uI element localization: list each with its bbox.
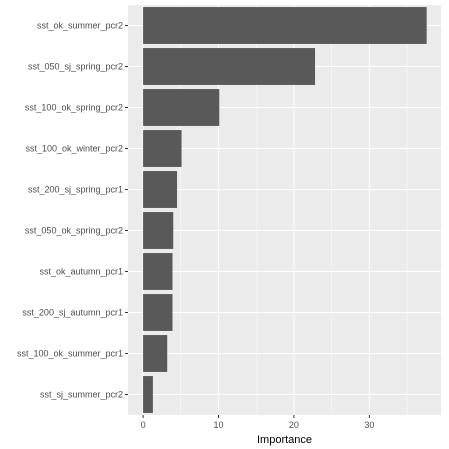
y-tick-label: sst_200_sj_spring_pcr1 [28, 185, 123, 195]
x-axis: 0 10 20 30 [141, 415, 374, 430]
bar [143, 253, 173, 290]
x-tick-label: 20 [289, 420, 299, 430]
y-tick-label: sst_ok_autumn_pcr1 [39, 267, 123, 277]
x-tick-label: 10 [213, 420, 223, 430]
bar [143, 130, 182, 167]
bar [143, 335, 168, 372]
y-tick-label: sst_100_ok_summer_pcr1 [17, 349, 123, 359]
bar [143, 48, 316, 85]
y-tick-label: sst_100_ok_spring_pcr2 [25, 103, 123, 113]
y-tick-label: sst_sj_summer_pcr2 [40, 390, 123, 400]
bar [143, 171, 178, 208]
y-tick-label: sst_ok_summer_pcr2 [37, 21, 123, 31]
y-tick-label: sst_050_ok_spring_pcr2 [25, 226, 123, 236]
y-axis: sst_ok_summer_pcr2 sst_050_sj_spring_pcr2… [17, 21, 128, 400]
x-tick-label: 30 [364, 420, 374, 430]
x-axis-title: Importance [257, 434, 312, 446]
bars [143, 7, 427, 413]
bar [143, 7, 427, 44]
bar [143, 294, 173, 331]
bar [143, 89, 220, 126]
y-tick-label: sst_050_sj_spring_pcr2 [28, 62, 123, 72]
x-tick-label: 0 [141, 420, 146, 430]
y-tick-label: sst_200_sj_autumn_pcr1 [22, 308, 123, 318]
y-tick-label: sst_100_ok_winter_pcr2 [25, 144, 123, 154]
bar [143, 212, 174, 249]
bar [143, 376, 153, 413]
